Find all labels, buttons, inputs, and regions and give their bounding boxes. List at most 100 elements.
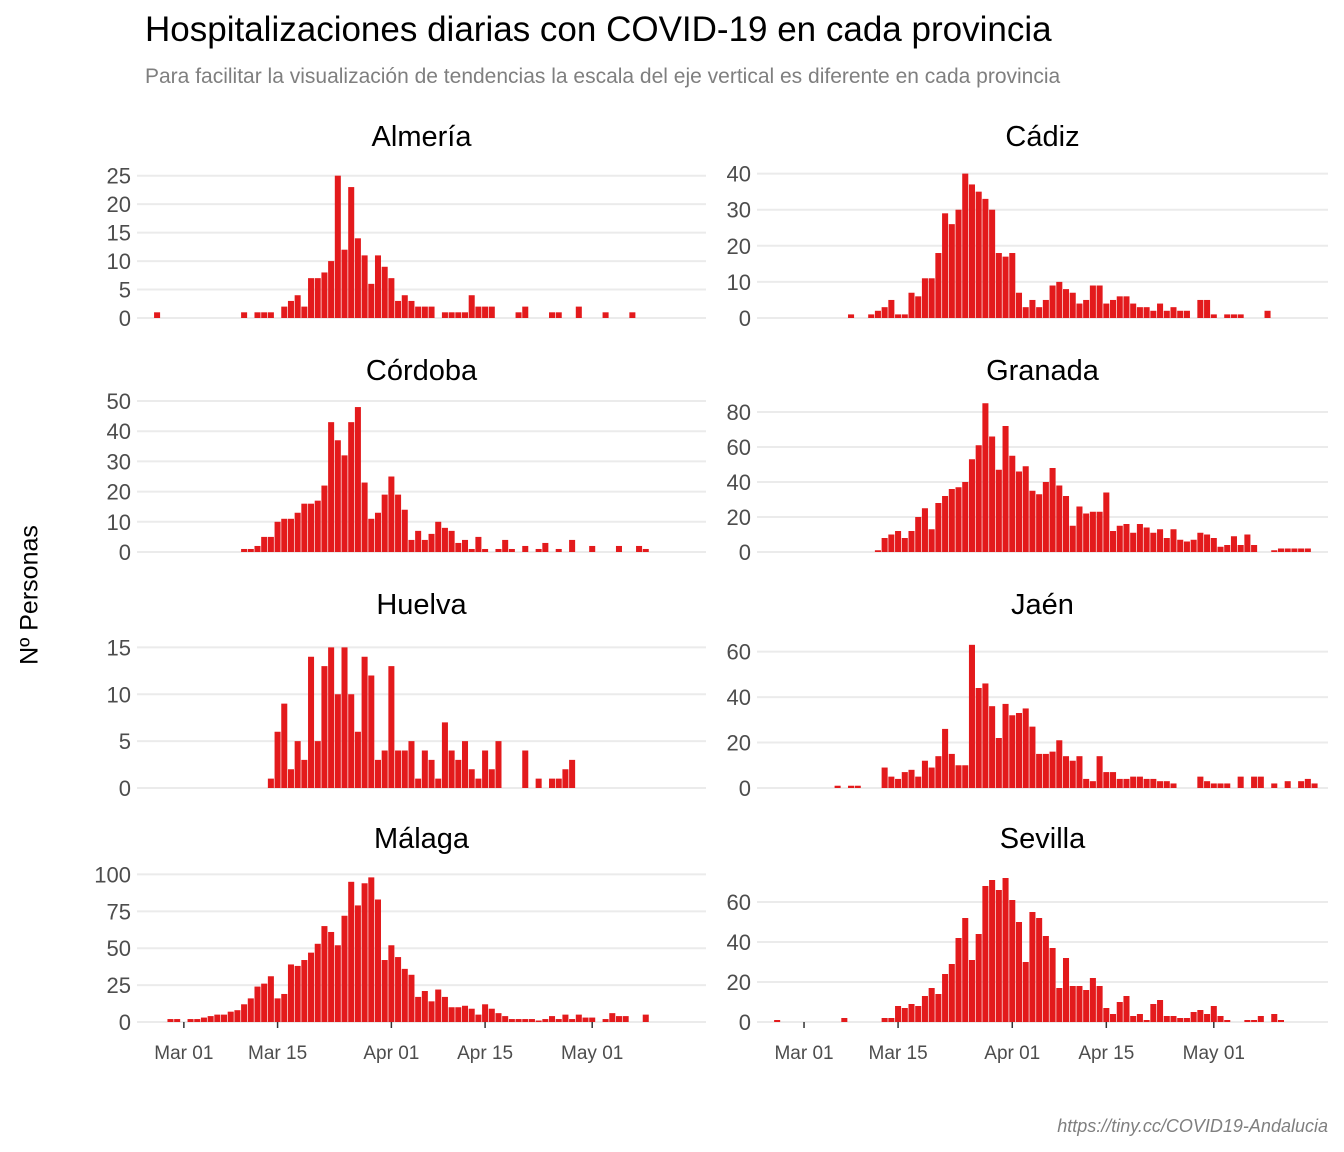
bar-cadiz [1029,299,1036,318]
bar-jaen [1217,783,1224,788]
bar-almeria [341,249,348,318]
bar-huelva [522,750,529,788]
bar-sevilla [1177,1018,1184,1022]
bar-granada [1056,485,1063,552]
bar-huelva [495,741,502,788]
bar-malaga [542,1019,549,1022]
bar-cadiz [1089,285,1096,318]
bar-granada [901,538,908,552]
chart-title: Hospitalizaciones diarias con COVID-19 e… [145,10,1052,49]
bar-huelva [381,750,388,788]
bar-granada [888,534,895,552]
bar-malaga [448,1007,455,1022]
bar-jaen [901,772,908,788]
bar-granada [1277,548,1284,552]
bar-sevilla [901,1008,908,1022]
bar-cordoba [408,539,415,552]
bar-sevilla [1183,1018,1190,1022]
x-tick-label: Apr 15 [1078,1043,1134,1064]
bar-almeria [415,306,422,318]
bar-cadiz [848,314,855,318]
bar-jaen [1170,783,1177,788]
bar-jaen [908,769,915,788]
bar-cordoba [281,518,288,552]
bar-granada [1130,532,1137,552]
bar-granada [1089,511,1096,552]
bar-malaga [461,1005,469,1022]
bar-cordoba [522,545,529,552]
bar-malaga [381,960,388,1022]
y-tick-label: 50 [107,936,131,961]
bar-granada [915,517,922,552]
bar-cordoba [642,548,649,552]
bar-cordoba [461,539,469,552]
bar-jaen [1062,756,1070,788]
bar-jaen [1042,753,1049,788]
bar-almeria [388,278,395,318]
bar-sevilla [1130,1016,1137,1022]
bar-cadiz [1042,299,1049,318]
bar-sevilla [1049,948,1056,1022]
bar-almeria [328,261,335,318]
bar-malaga [294,965,301,1022]
y-tick-label: 100 [94,862,131,887]
bar-huelva [274,731,281,788]
bar-granada [1177,539,1184,552]
y-tick-label: 10 [727,270,751,295]
bar-granada [1197,532,1204,552]
bar-cadiz [948,224,955,318]
bar-sevilla [1157,1000,1164,1022]
bar-sevilla [1277,1020,1284,1022]
bar-malaga [468,1008,475,1022]
bar-jaen [1123,778,1130,788]
bar-cadiz [935,253,942,318]
bar-sevilla [1042,936,1049,1022]
bar-jaen [1157,781,1164,788]
bar-sevilla [1143,1020,1150,1022]
y-tick-label: 15 [107,221,131,246]
bar-almeria [287,300,294,318]
bar-jaen [1089,781,1096,788]
bar-cordoba [308,503,315,552]
bar-jaen [1110,772,1117,788]
bar-cordoba [361,482,368,552]
panel-title-cordoba: Córdoba [366,355,478,387]
bar-almeria [254,312,261,318]
bar-sevilla [1009,900,1016,1022]
bar-granada [1136,524,1143,552]
bar-jaen [1103,772,1110,788]
bar-malaga [241,1004,248,1022]
bar-huelva [361,656,368,788]
bar-almeria [241,312,248,318]
bar-jaen [1237,776,1244,788]
bar-granada [895,531,902,552]
bar-cadiz [1264,310,1271,318]
bar-sevilla [955,938,962,1022]
bar-granada [1002,426,1009,552]
bar-almeria [281,306,288,318]
bar-huelva [328,647,335,788]
bar-cordoba [441,527,448,552]
bar-malaga [287,964,294,1022]
bar-cordoba [555,548,562,552]
bar-jaen [888,776,895,788]
bar-cordoba [421,539,428,552]
y-tick-label: 0 [739,776,751,801]
y-tick-label: 40 [727,162,751,187]
bar-jaen [848,785,855,788]
bar-jaen [1056,740,1063,788]
bar-granada [955,487,962,552]
bar-malaga [354,905,361,1022]
bar-cordoba [589,545,596,552]
bar-jaen [1069,760,1076,788]
bar-cadiz [921,278,928,318]
bar-malaga [575,1014,582,1022]
bar-huelva [401,750,408,788]
bar-sevilla [1083,990,1090,1022]
bar-sevilla [1076,986,1083,1022]
bar-huelva [535,778,542,788]
bar-huelva [475,778,482,788]
bar-cordoba [508,548,515,552]
bar-huelva [482,750,489,788]
bar-almeria [354,238,361,318]
